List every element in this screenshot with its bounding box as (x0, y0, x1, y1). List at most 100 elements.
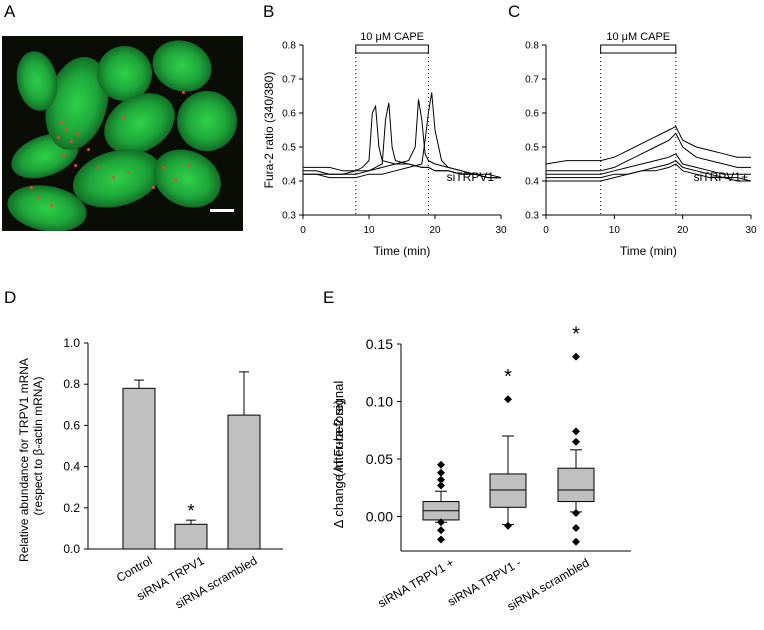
y-tick-label: 1.0 (63, 336, 80, 350)
panel-label-e: E (323, 288, 335, 307)
panel-label-c: C (508, 2, 521, 21)
x-tick-label: 10 (609, 225, 621, 236)
y-tick-label: 0.6 (525, 109, 539, 120)
stimulus-label: 10 μM CAPE (360, 31, 424, 43)
puncta (65, 128, 68, 131)
puncta (112, 176, 115, 179)
bar (122, 387, 156, 550)
y-tick-label: 0.10 (366, 394, 393, 410)
outlier-point (572, 537, 580, 546)
y-tick-label: 0.4 (282, 177, 296, 188)
puncta (30, 186, 33, 189)
bar (227, 414, 261, 550)
significance-mark: * (572, 324, 580, 346)
outlier-point (437, 468, 445, 477)
y-tick-label: 0.15 (366, 336, 393, 352)
outlier-point (437, 518, 445, 527)
y-tick-label: 0.5 (525, 143, 539, 154)
puncta (74, 164, 77, 167)
series-line-5 (546, 159, 752, 182)
x-tick-label: 30 (495, 225, 507, 236)
puncta (60, 121, 63, 124)
y-axis-label: Fura-2 ratio (340/380) (262, 72, 276, 189)
y-tick-label: 0.3 (525, 211, 539, 222)
panel-annotation: siTRPV1+ (694, 170, 748, 184)
puncta (50, 204, 53, 207)
x-tick-label: 20 (677, 225, 689, 236)
y-tick-label: 0.6 (63, 418, 80, 432)
x-tick-label: 0 (300, 225, 306, 236)
outlier-point (572, 509, 580, 518)
x-tick-label: 0 (543, 225, 549, 236)
y-axis-label-sub: (respect to β-actin mRNA) (31, 377, 45, 516)
puncta (162, 166, 165, 169)
y-axis-label: Relative abundance for TRPV1 mRNA (17, 358, 31, 562)
y-tick-label: 0.4 (63, 460, 80, 474)
stimulus-bar (600, 44, 677, 54)
x-tick-label: 20 (429, 225, 441, 236)
y-tick-label: 0.7 (525, 75, 539, 86)
outlier-point (437, 475, 445, 484)
outlier-point (572, 352, 580, 361)
y-tick-label: 0.05 (366, 451, 393, 467)
significance-mark: * (504, 366, 512, 388)
x-tick-label: 30 (745, 225, 757, 236)
category-label: siRNA TRPV1 + (375, 555, 456, 610)
scale-bar (210, 209, 234, 212)
panel-label-d: D (4, 288, 17, 307)
y-tick-label: 0.00 (366, 509, 393, 525)
cell (97, 46, 152, 101)
y-tick-label: 0.2 (63, 501, 80, 515)
outlier-point (572, 524, 580, 532)
series-line-1 (303, 104, 501, 179)
x-tick-label: 10 (363, 225, 375, 236)
series-line-3 (303, 99, 502, 179)
cell (177, 91, 237, 151)
puncta (174, 178, 177, 181)
outlier-point (437, 460, 445, 469)
stimulus-label: 10 μM CAPE (606, 31, 670, 43)
outlier-point (572, 437, 580, 446)
outlier-point (437, 535, 445, 544)
puncta (87, 148, 90, 151)
puncta (187, 164, 190, 167)
puncta (97, 166, 100, 169)
outlier-point (437, 481, 445, 490)
panel-annotation: siTRPV1- (447, 170, 498, 184)
category-label: Control (114, 553, 155, 584)
bar (174, 523, 208, 550)
puncta (37, 196, 40, 199)
series-line-1 (545, 125, 751, 165)
puncta (127, 171, 130, 174)
y-tick-label: 0.5 (282, 143, 296, 154)
puncta (122, 116, 125, 119)
y-tick-label: 0.7 (282, 75, 296, 86)
series-line-3 (546, 153, 751, 175)
significance-mark: * (187, 501, 194, 521)
puncta (70, 140, 73, 143)
x-axis-label: Time (min) (374, 244, 431, 258)
panel-label-b: B (263, 2, 275, 21)
outlier-point (504, 395, 512, 404)
box (557, 467, 595, 503)
puncta (57, 136, 60, 139)
series-line-4 (546, 163, 751, 182)
outlier-point (572, 427, 580, 436)
y-tick-label: 0.3 (282, 211, 296, 222)
outlier-point (504, 521, 512, 530)
y-tick-label: 0.8 (525, 41, 539, 52)
outlier-point (437, 526, 445, 535)
y-tick-label: 0.0 (63, 542, 80, 556)
fluorescence-micrograph (2, 36, 243, 231)
panel-label-a: A (4, 2, 16, 21)
series-line-2 (303, 102, 501, 179)
series-line-2 (546, 132, 751, 172)
y-tick-label: 0.8 (63, 377, 80, 391)
y-axis-label: Δ change in Fura-2 signal (331, 381, 346, 529)
puncta (62, 154, 65, 157)
y-tick-label: 0.6 (282, 109, 296, 120)
puncta (76, 132, 79, 135)
puncta (182, 91, 185, 94)
y-tick-label: 0.4 (525, 177, 539, 188)
